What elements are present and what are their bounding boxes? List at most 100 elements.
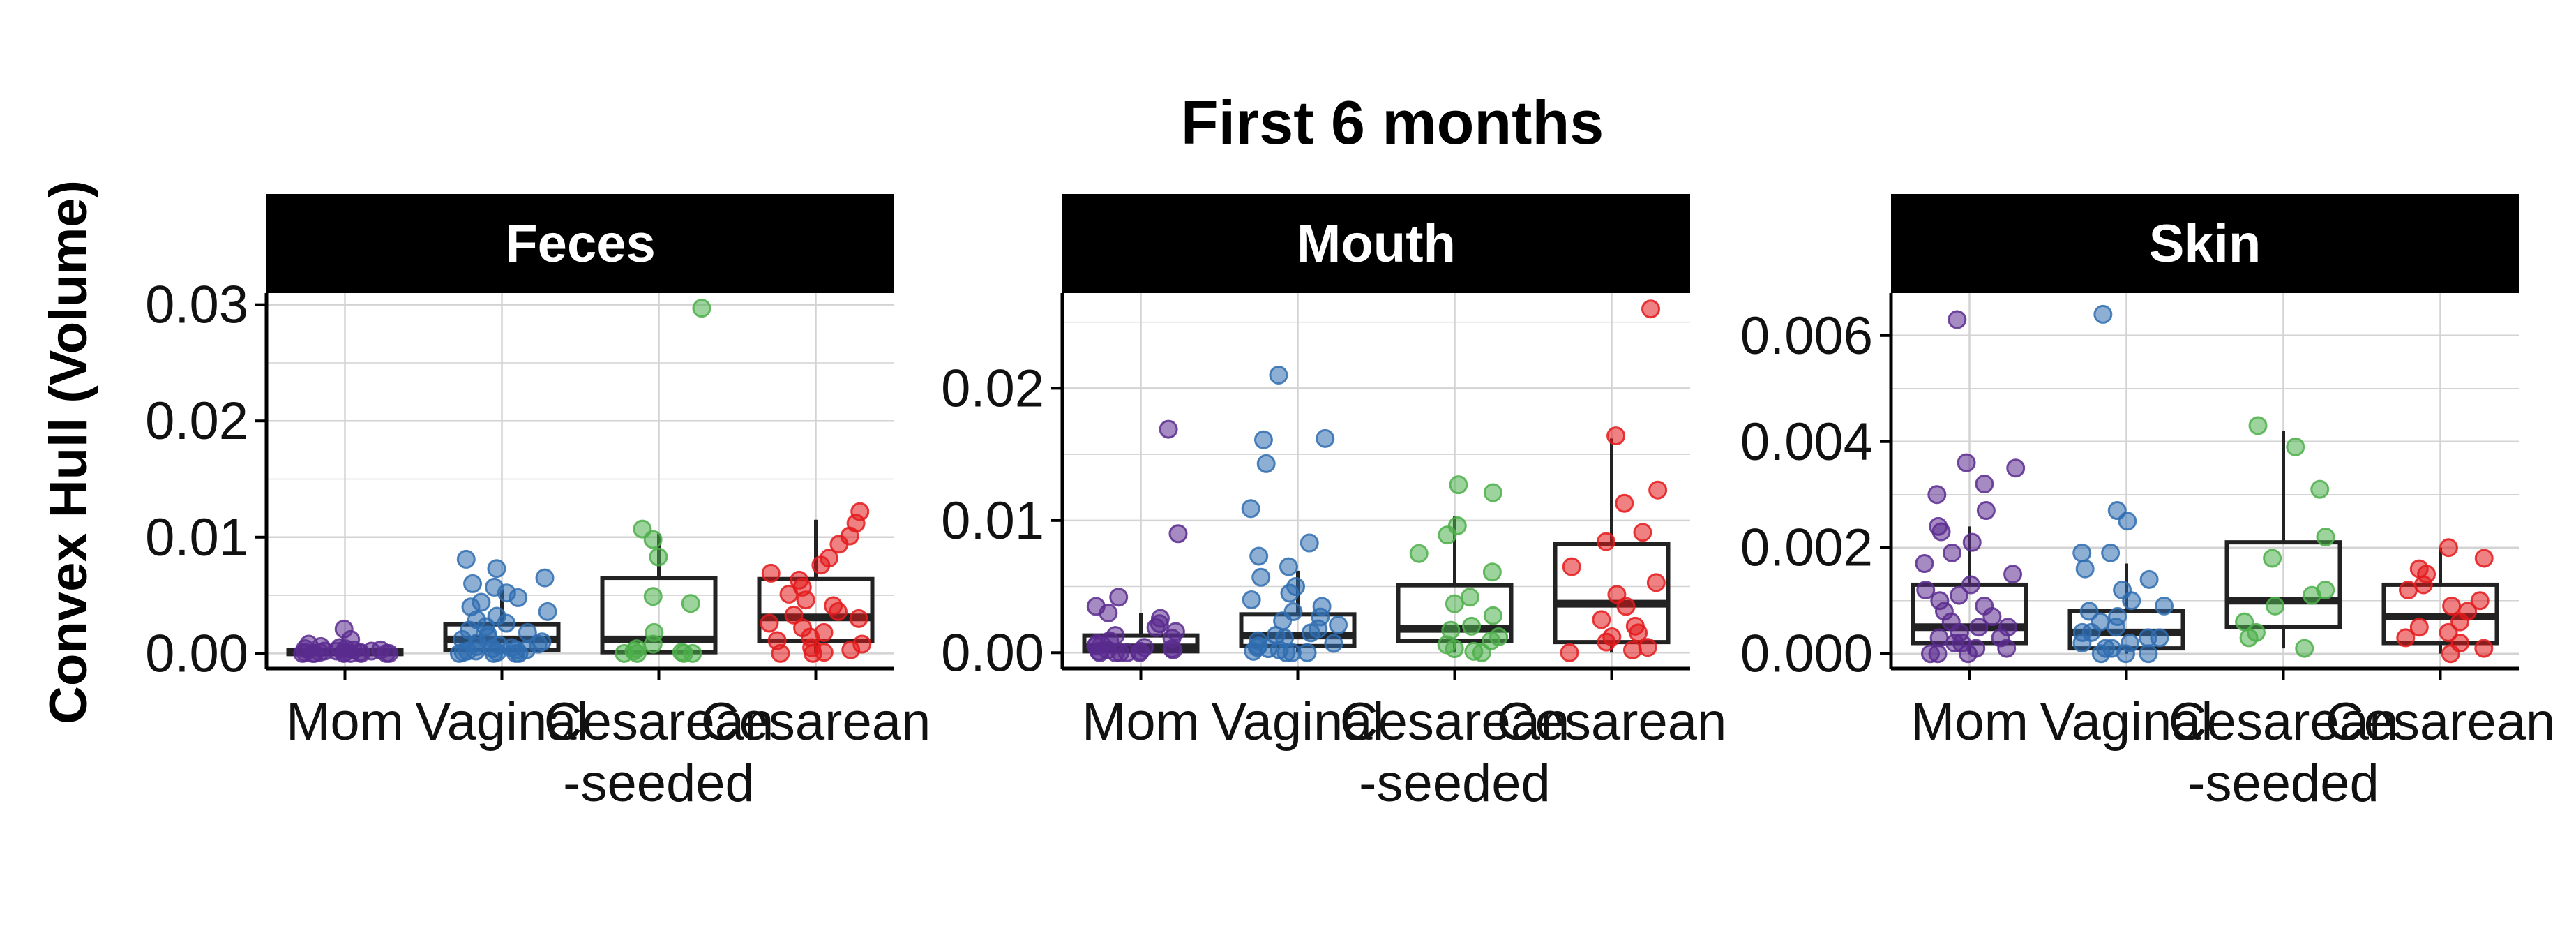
data-point bbox=[1242, 590, 1261, 609]
x-tick-label: Mom bbox=[286, 692, 404, 752]
data-point bbox=[334, 643, 354, 663]
strip-background bbox=[1891, 194, 2519, 293]
data-point bbox=[2118, 512, 2137, 531]
data-point bbox=[1300, 533, 1319, 553]
data-point bbox=[1482, 562, 1502, 582]
data-point bbox=[506, 643, 525, 663]
data-point bbox=[1929, 628, 1949, 648]
strip-background bbox=[266, 194, 894, 293]
data-point bbox=[849, 609, 868, 628]
data-point bbox=[1928, 644, 1948, 664]
data-point bbox=[829, 602, 848, 621]
y-tick-label: 0.00 bbox=[145, 624, 248, 683]
data-point bbox=[2441, 644, 2460, 664]
data-point bbox=[643, 587, 663, 606]
data-point bbox=[1409, 544, 1429, 563]
data-point bbox=[1445, 594, 1464, 613]
box-cesarean-seeded bbox=[600, 576, 718, 655]
y-tick-label: 0.00 bbox=[941, 623, 1044, 682]
data-point bbox=[1606, 426, 1626, 446]
data-point bbox=[2450, 612, 2470, 632]
data-point bbox=[1975, 475, 1994, 494]
data-point bbox=[683, 643, 702, 663]
data-point bbox=[2310, 479, 2330, 499]
data-point bbox=[487, 559, 506, 579]
data-point bbox=[1927, 485, 1947, 505]
data-point bbox=[1483, 606, 1502, 625]
data-point bbox=[1301, 623, 1320, 643]
x-tick-label: -seeded bbox=[1359, 754, 1551, 813]
x-tick-label: Cesarean bbox=[544, 692, 774, 752]
data-point bbox=[1943, 543, 1962, 562]
x-tick-label: Vaginal bbox=[416, 692, 589, 752]
x-tick-label: Cesarean bbox=[2326, 692, 2556, 752]
data-point bbox=[1445, 639, 1464, 659]
data-point bbox=[1472, 643, 1491, 662]
x-tick-label: Vaginal bbox=[2040, 692, 2213, 752]
data-point bbox=[1616, 597, 1636, 616]
data-point bbox=[1633, 523, 1652, 542]
y-axis-label: Convex Hull (Volume) bbox=[39, 180, 98, 724]
data-point bbox=[456, 549, 476, 569]
data-point bbox=[1241, 499, 1260, 519]
data-point bbox=[1648, 480, 1668, 500]
data-point bbox=[1948, 310, 1967, 329]
data-point bbox=[1269, 365, 1288, 385]
data-point bbox=[2116, 644, 2135, 664]
data-point bbox=[1106, 643, 1125, 662]
data-point bbox=[2122, 591, 2141, 611]
data-point bbox=[2439, 538, 2458, 558]
data-point bbox=[1638, 638, 1657, 657]
data-point bbox=[1931, 522, 1951, 542]
data-point bbox=[649, 547, 668, 567]
data-point bbox=[1279, 557, 1298, 576]
data-point bbox=[1615, 493, 1634, 513]
data-point bbox=[1976, 501, 1996, 521]
x-tick-label: Cesarean bbox=[701, 692, 931, 752]
data-point bbox=[449, 643, 469, 663]
data-point bbox=[811, 555, 831, 575]
data-point bbox=[1109, 588, 1129, 607]
data-point bbox=[1622, 640, 1642, 659]
data-point bbox=[509, 588, 528, 607]
x-tick-label: Cesarean bbox=[1497, 692, 1727, 752]
data-point bbox=[1592, 610, 1611, 629]
data-point bbox=[1997, 639, 2017, 658]
data-point bbox=[1244, 641, 1263, 661]
data-point bbox=[1915, 554, 1934, 574]
y-tick-label: 0.02 bbox=[941, 359, 1044, 418]
data-point bbox=[2072, 634, 2092, 653]
data-point bbox=[535, 568, 555, 588]
data-point bbox=[1597, 632, 1616, 652]
data-point bbox=[1256, 454, 1276, 473]
data-point bbox=[1950, 585, 1969, 605]
data-point bbox=[1324, 634, 1343, 653]
data-point bbox=[2409, 618, 2429, 637]
data-point bbox=[1329, 615, 1348, 634]
data-point bbox=[1958, 644, 1978, 664]
y-tick-label: 0.02 bbox=[145, 391, 248, 451]
data-point bbox=[2239, 628, 2259, 648]
data-point bbox=[2474, 549, 2494, 568]
data-point bbox=[1562, 557, 1581, 576]
data-point bbox=[829, 535, 849, 554]
data-point bbox=[2442, 596, 2462, 616]
y-tick-label: 0.03 bbox=[145, 276, 248, 335]
data-point bbox=[2139, 644, 2158, 664]
data-point bbox=[1560, 643, 1579, 662]
x-tick-label: Mom bbox=[1082, 692, 1200, 752]
data-point bbox=[1460, 588, 1479, 607]
data-point bbox=[484, 643, 504, 663]
data-point bbox=[538, 602, 557, 621]
data-point bbox=[1449, 475, 1468, 495]
data-point bbox=[2101, 543, 2121, 562]
data-point bbox=[2150, 628, 2169, 648]
data-point bbox=[2302, 585, 2321, 605]
data-point bbox=[293, 643, 312, 663]
data-point bbox=[2091, 644, 2111, 664]
data-point bbox=[643, 634, 663, 654]
data-point bbox=[2248, 416, 2268, 435]
data-point bbox=[1168, 524, 1188, 544]
